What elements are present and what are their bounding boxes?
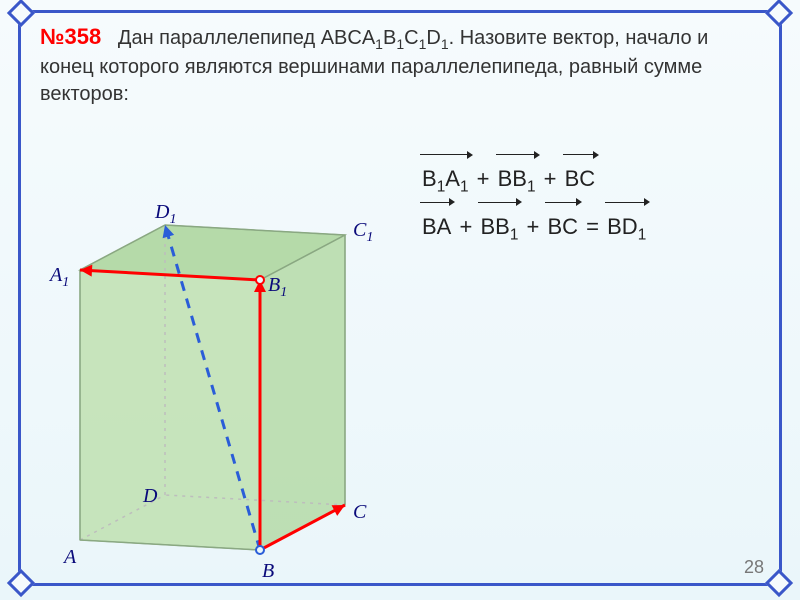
equation-row-2: BA + BB1 + BC = BD1 — [420, 206, 648, 250]
parallelepiped-diagram: ABCDA1B1C1D1 — [50, 170, 410, 570]
vertex-label-A: A — [64, 546, 76, 569]
problem-number: №358 — [40, 24, 101, 49]
vertex-label-C: C — [353, 501, 366, 524]
page-number: 28 — [744, 557, 764, 578]
equation-row-1: B1A1 + BB1 + BC — [420, 158, 648, 202]
vertex-label-C1: C1 — [353, 219, 373, 246]
vertex-label-A1: A1 — [50, 264, 69, 291]
vertex-label-D1: D1 — [155, 201, 176, 228]
vertex-label-B: B — [262, 560, 274, 583]
equation-area: B1A1 + BB1 + BC BA + BB1 + BC = BD1 — [420, 158, 648, 253]
vertex-label-D: D — [143, 485, 157, 508]
vertex-label-B1: B1 — [268, 274, 287, 301]
problem-text: №358 Дан параллелепипед ABCA1B1C1D1. Наз… — [40, 22, 760, 108]
